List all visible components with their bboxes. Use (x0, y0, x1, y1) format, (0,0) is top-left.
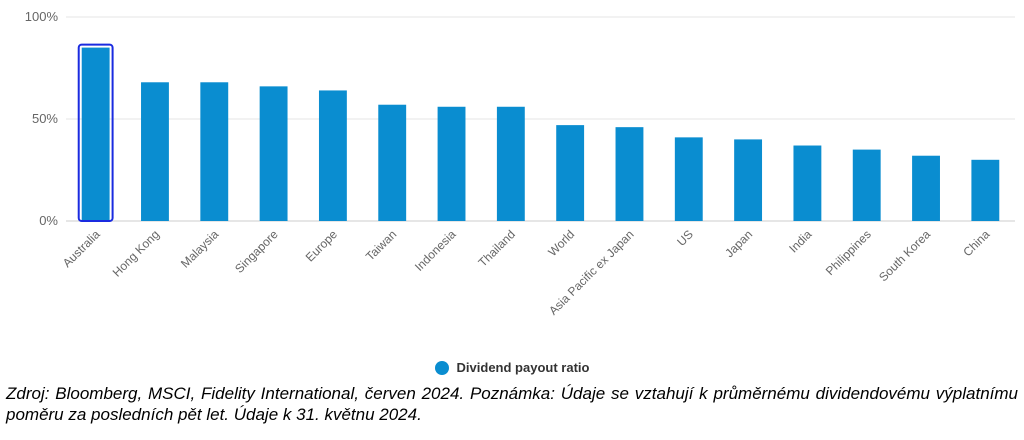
source-note: Zdroj: Bloomberg, MSCI, Fidelity Interna… (6, 384, 1018, 424)
bars (77, 43, 1000, 222)
bar-indonesia[interactable] (437, 106, 466, 221)
x-tick-label: South Korea (876, 227, 933, 284)
bar-europe[interactable] (318, 90, 347, 221)
bar-australia[interactable] (81, 47, 110, 221)
x-tick-label: Australia (60, 227, 103, 270)
bar-south-korea[interactable] (912, 155, 940, 221)
y-tick-label: 0% (39, 213, 58, 228)
x-tick-label: Philippines (823, 227, 874, 278)
x-tick-label: Malaysia (178, 227, 222, 271)
bar-china[interactable] (971, 159, 1000, 221)
legend[interactable]: Dividend payout ratio (0, 360, 1024, 375)
x-axis-labels: Australia Hong Kong Malaysia Singapore Europ… (60, 227, 993, 318)
dividend-bar-chart: 0% 50% 100% Australia Hong Kong Malaysia Sing… (25, 9, 1015, 318)
x-tick-label: Japan (722, 227, 755, 260)
bar-india[interactable] (793, 145, 822, 221)
bar-taiwan[interactable] (378, 104, 407, 221)
x-tick-label: Singapore (232, 227, 281, 276)
legend-label: Dividend payout ratio (456, 360, 590, 375)
bar-thailand[interactable] (496, 106, 525, 221)
x-tick-label: Europe (303, 227, 340, 264)
bar-philippines[interactable] (852, 149, 881, 221)
x-tick-label: India (786, 227, 815, 256)
y-tick-label: 100% (25, 9, 59, 24)
y-axis-labels: 0% 50% 100% (25, 9, 59, 228)
bar-singapore[interactable] (259, 86, 288, 221)
x-tick-label: China (960, 227, 992, 259)
x-tick-label: US (674, 227, 696, 249)
bar-us[interactable] (674, 137, 703, 221)
x-tick-label: World (545, 227, 577, 259)
x-tick-label: Hong Kong (110, 227, 162, 279)
y-tick-label: 50% (32, 111, 58, 126)
bar-world[interactable] (556, 125, 585, 221)
x-tick-label: Indonesia (412, 227, 459, 274)
x-tick-label: Thailand (476, 227, 518, 269)
bar-malaysia[interactable] (200, 82, 229, 221)
bar-hong-kong[interactable] (141, 82, 169, 221)
x-tick-label: Taiwan (363, 227, 399, 263)
bar-asia-pacific-ex-japan[interactable] (615, 127, 644, 221)
bar-japan[interactable] (734, 139, 763, 221)
legend-marker-icon (434, 360, 449, 375)
bar-highlight-outline (77, 43, 114, 222)
